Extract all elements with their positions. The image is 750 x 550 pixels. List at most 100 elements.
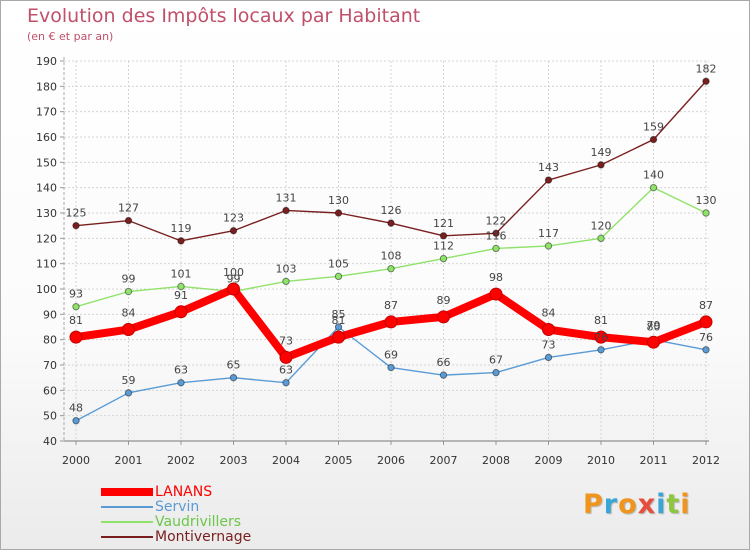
data-label-vaudrivillers: 103	[276, 262, 297, 275]
data-point-servin	[334, 323, 343, 331]
data-point-servin	[492, 368, 500, 377]
data-label-servin: 66	[437, 356, 451, 369]
data-label-servin: 85	[332, 308, 346, 321]
data-point-servin	[229, 373, 238, 382]
data-point-vaudrivillers	[124, 287, 133, 296]
data-label-servin: 76	[699, 331, 713, 344]
data-label-lanans: 87	[384, 299, 398, 312]
data-point-montivernage	[439, 232, 448, 240]
data-point-vaudrivillers	[544, 242, 553, 250]
data-point-servin	[702, 346, 710, 354]
legend-swatch	[101, 521, 153, 523]
data-label-montivernage: 182	[696, 62, 717, 75]
y-tick-label: 100	[36, 283, 57, 296]
data-point-lanans	[384, 315, 398, 329]
data-label-servin: 80	[647, 321, 661, 334]
data-point-montivernage	[492, 229, 500, 237]
x-tick-label: 2006	[377, 454, 405, 467]
x-tick-label: 2007	[430, 454, 458, 467]
data-label-montivernage: 122	[486, 214, 507, 227]
data-label-vaudrivillers: 140	[643, 169, 664, 182]
data-label-lanans: 81	[69, 314, 83, 327]
data-label-servin: 63	[174, 364, 188, 377]
data-point-montivernage	[72, 221, 80, 230]
data-label-servin: 59	[122, 374, 136, 387]
data-point-montivernage	[334, 209, 343, 217]
data-label-lanans: 79	[647, 319, 661, 332]
data-point-montivernage	[597, 161, 605, 169]
data-label-vaudrivillers: 99	[227, 273, 241, 286]
data-label-vaudrivillers: 101	[171, 267, 192, 280]
data-point-montivernage	[544, 176, 553, 184]
x-tick-label: 2011	[640, 454, 668, 467]
data-point-lanans	[489, 287, 503, 301]
data-label-lanans: 73	[279, 334, 293, 347]
legend-swatch	[101, 506, 153, 508]
data-label-montivernage: 131	[276, 191, 297, 204]
data-label-montivernage: 123	[223, 212, 244, 225]
x-tick-label: 2010	[587, 454, 615, 467]
y-tick-label: 40	[43, 435, 57, 448]
y-tick-label: 120	[36, 232, 57, 245]
data-label-servin: 69	[384, 349, 398, 362]
data-point-lanans	[122, 323, 135, 337]
data-point-lanans	[699, 315, 713, 329]
legend-label: Vaudrivillers	[155, 514, 242, 530]
data-point-montivernage	[229, 227, 238, 235]
legend: LANANS Servin Vaudrivillers Montivernage	[101, 485, 321, 545]
proxiti-logo: Proxiti	[583, 489, 691, 520]
chart-title: Evolution des Impôts locaux par Habitant	[27, 5, 421, 27]
data-label-lanans: 81	[594, 314, 608, 327]
y-tick-label: 110	[36, 258, 57, 271]
y-tick-label: 50	[43, 410, 57, 423]
data-label-montivernage: 119	[171, 222, 192, 235]
legend-label: Montivernage	[155, 529, 252, 545]
legend-label: Servin	[155, 499, 200, 515]
data-label-vaudrivillers: 108	[381, 250, 402, 263]
x-tick-label: 2009	[535, 454, 563, 467]
x-tick-label: 2004	[272, 454, 300, 467]
data-point-servin	[544, 353, 553, 362]
data-point-montivernage	[387, 219, 395, 227]
data-point-servin	[124, 389, 133, 397]
data-point-vaudrivillers	[387, 265, 395, 273]
legend-item-montivernage: Montivernage	[101, 530, 321, 545]
data-point-vaudrivillers	[649, 183, 658, 192]
legend-item-lanans: LANANS	[101, 485, 321, 500]
series-points	[69, 77, 713, 425]
x-tick-label: 2008	[482, 454, 510, 467]
legend-label: LANANS	[155, 484, 213, 500]
data-point-lanans	[437, 310, 450, 324]
data-label-montivernage: 125	[66, 207, 87, 220]
data-point-servin	[439, 371, 448, 379]
y-tick-label: 60	[43, 384, 57, 397]
data-point-lanans	[647, 335, 660, 349]
x-tick-label: 2012	[692, 454, 720, 467]
data-label-lanans: 84	[122, 307, 136, 320]
data-point-montivernage	[649, 135, 658, 144]
data-point-vaudrivillers	[177, 282, 185, 291]
tick-labels: 40 50 60 70 80 90 100 110 120 130 140 150 160 170 180 1…	[36, 55, 720, 467]
data-label-montivernage: 121	[433, 217, 454, 230]
data-label-vaudrivillers: 120	[591, 219, 612, 232]
axes	[60, 57, 709, 445]
y-tick-label: 190	[36, 55, 57, 68]
data-point-lanans	[174, 305, 188, 319]
data-label-vaudrivillers: 117	[538, 227, 559, 240]
data-labels: 125 127 119 123 131 130 126 121 122 143 149 159 182 9…	[66, 62, 717, 414]
data-label-montivernage: 126	[381, 204, 402, 217]
data-point-montivernage	[124, 216, 133, 225]
data-label-vaudrivillers: 130	[696, 194, 717, 207]
y-tick-label: 160	[36, 131, 57, 144]
data-point-servin	[282, 379, 290, 387]
data-label-servin: 73	[542, 338, 556, 351]
y-tick-label: 170	[36, 106, 57, 119]
data-label-servin: 76	[594, 331, 608, 344]
data-label-vaudrivillers: 112	[433, 240, 454, 253]
data-point-vaudrivillers	[439, 254, 448, 263]
data-point-lanans	[227, 282, 240, 296]
data-point-servin	[387, 363, 395, 372]
x-tick-label: 2001	[115, 454, 143, 467]
